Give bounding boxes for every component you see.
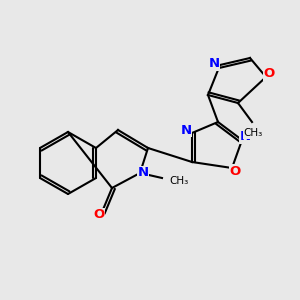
Text: N: N (180, 124, 192, 136)
Text: N: N (208, 57, 220, 70)
Text: O: O (263, 68, 274, 80)
Text: O: O (230, 164, 241, 178)
Text: N: N (137, 167, 148, 179)
Text: CH₃: CH₃ (244, 128, 263, 138)
Text: O: O (93, 208, 105, 221)
Text: CH₃: CH₃ (169, 176, 189, 186)
Text: N: N (239, 130, 250, 143)
